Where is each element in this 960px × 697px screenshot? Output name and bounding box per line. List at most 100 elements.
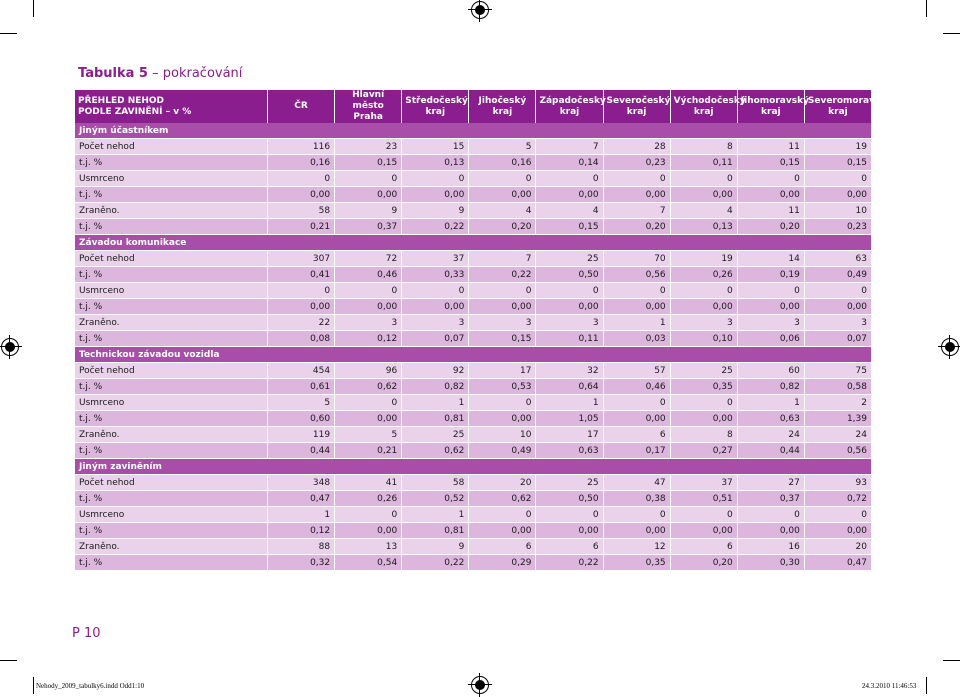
- table-cell: 4: [469, 203, 537, 219]
- table-cell: 0,20: [469, 219, 537, 235]
- row-label: t.j. %: [75, 443, 268, 459]
- row-label: t.j. %: [75, 155, 268, 171]
- row-label: Zraněno.: [75, 315, 268, 331]
- table-cell: 0,00: [603, 411, 671, 427]
- table-cell: 0,22: [402, 219, 470, 235]
- table-cell: 0: [469, 507, 537, 523]
- crop-mark: [943, 660, 960, 661]
- row-label: t.j. %: [75, 411, 268, 427]
- table-cell: 0,13: [670, 219, 738, 235]
- table-cell: 119: [268, 427, 336, 443]
- table-cell: 0,00: [603, 187, 671, 203]
- table-cell: 24: [804, 427, 872, 443]
- table-cell: 9: [402, 539, 470, 555]
- table-cell: 0: [335, 283, 403, 299]
- crop-mark: [33, 677, 34, 694]
- table-cell: 0,58: [804, 379, 872, 395]
- table-cell: 0,62: [335, 379, 403, 395]
- table-cell: 0: [670, 171, 738, 187]
- table-cell: 0,07: [402, 331, 470, 347]
- table-cell: 1: [536, 395, 604, 411]
- table-cell: 0,00: [737, 523, 805, 539]
- row-label: Usmrceno: [75, 395, 268, 411]
- table-cell: 17: [536, 427, 604, 443]
- row-label: Počet nehod: [75, 363, 268, 379]
- table-cell: 8: [670, 139, 738, 155]
- table-cell: 116: [268, 139, 336, 155]
- table-cell: 0,38: [603, 491, 671, 507]
- table-cell: 3: [469, 315, 537, 331]
- table-cell: 0,49: [804, 267, 872, 283]
- table-cell: 0: [536, 283, 604, 299]
- table-row: Počet nehod 454 96 92 17 32 57 25 60 75: [75, 363, 872, 379]
- table-title: Tabulka 5 – pokračování: [78, 66, 243, 81]
- table-cell: 0,03: [603, 331, 671, 347]
- table-cell: 0: [603, 395, 671, 411]
- table-cell: 454: [268, 363, 336, 379]
- table-cell: 19: [804, 139, 872, 155]
- table-cell: 0,15: [804, 155, 872, 171]
- table-cell: 60: [737, 363, 805, 379]
- table-cell: 0: [268, 171, 336, 187]
- table-cell: 0: [469, 283, 537, 299]
- table-cell: 14: [737, 251, 805, 267]
- table-cell: 0,51: [670, 491, 738, 507]
- table-row: Zraněno. 88 13 9 6 6 12 6 16 20: [75, 539, 872, 555]
- section-title: Jiným zaviněním: [75, 459, 872, 475]
- table-header-row: PŘEHLED NEHOD PODLE ZAVINĚNÍ – v % ČR Hlav…: [75, 90, 892, 123]
- table-cell: 0,53: [469, 379, 537, 395]
- table-cell: 0,00: [603, 523, 671, 539]
- table-cell: 9: [402, 203, 470, 219]
- table-cell: 0: [402, 283, 470, 299]
- table-cell: 3: [670, 315, 738, 331]
- table-cell: 57: [603, 363, 671, 379]
- table-cell: 0,17: [603, 443, 671, 459]
- table-cell: 0,15: [737, 155, 805, 171]
- table-cell: 25: [536, 251, 604, 267]
- table-cell: 0: [603, 171, 671, 187]
- table-cell: 0,26: [335, 491, 403, 507]
- table-cell: 58: [268, 203, 336, 219]
- table-cell: 0,00: [536, 523, 604, 539]
- table-row: t.j. % 0,21 0,37 0,22 0,20 0,15 0,20 0,13 0,20 0,…: [75, 219, 872, 235]
- table-cell: 0,00: [737, 187, 805, 203]
- table-cell: 6: [603, 427, 671, 443]
- table-cell: 0,35: [670, 379, 738, 395]
- section-title: Technickou závadou vozidla: [75, 347, 872, 363]
- table-cell: 0: [603, 507, 671, 523]
- table-row: t.j. % 0,00 0,00 0,00 0,00 0,00 0,00 0,00 0,00 0,…: [75, 299, 872, 315]
- table-cell: 6: [670, 539, 738, 555]
- table-cell: 307: [268, 251, 336, 267]
- table-cell: 6: [536, 539, 604, 555]
- table-cell: 0: [603, 283, 671, 299]
- table-row: Usmrceno 0 0 0 0 0 0 0 0 0: [75, 283, 872, 299]
- table-cell: 0,35: [603, 555, 671, 571]
- table-row: Usmrceno 5 0 1 0 1 0 0 1 2: [75, 395, 872, 411]
- table-cell: 0,00: [335, 523, 403, 539]
- table-cell: 0,00: [469, 523, 537, 539]
- table-row: Zraněno. 22 3 3 3 3 1 3 3 3: [75, 315, 872, 331]
- table-cell: 25: [536, 475, 604, 491]
- table-cell: 0,56: [603, 267, 671, 283]
- header-row-label: PŘEHLED NEHOD PODLE ZAVINĚNÍ – v %: [75, 90, 268, 123]
- table-cell: 0,15: [536, 219, 604, 235]
- header-column: Jihočeský kraj: [469, 90, 537, 123]
- table-cell: 0: [335, 395, 403, 411]
- table-cell: 0: [335, 171, 403, 187]
- table-cell: 0,49: [469, 443, 537, 459]
- table-row: t.j. % 0,47 0,26 0,52 0,62 0,50 0,38 0,51 0,37 0,…: [75, 491, 872, 507]
- table-cell: 19: [670, 251, 738, 267]
- row-label: Počet nehod: [75, 251, 268, 267]
- row-label: t.j. %: [75, 187, 268, 203]
- table-cell: 0,15: [469, 331, 537, 347]
- table-cell: 0,47: [804, 555, 872, 571]
- table-cell: 0,14: [536, 155, 604, 171]
- table-cell: 0,41: [268, 267, 336, 283]
- table-cell: 0,44: [737, 443, 805, 459]
- row-label: t.j. %: [75, 379, 268, 395]
- table-row: Zraněno. 119 5 25 10 17 6 8 24 24: [75, 427, 872, 443]
- table-cell: 0: [268, 283, 336, 299]
- header-column: Východočeský kraj: [670, 90, 746, 123]
- table-cell: 27: [737, 475, 805, 491]
- header-column: Jihomoravský kraj: [737, 90, 809, 123]
